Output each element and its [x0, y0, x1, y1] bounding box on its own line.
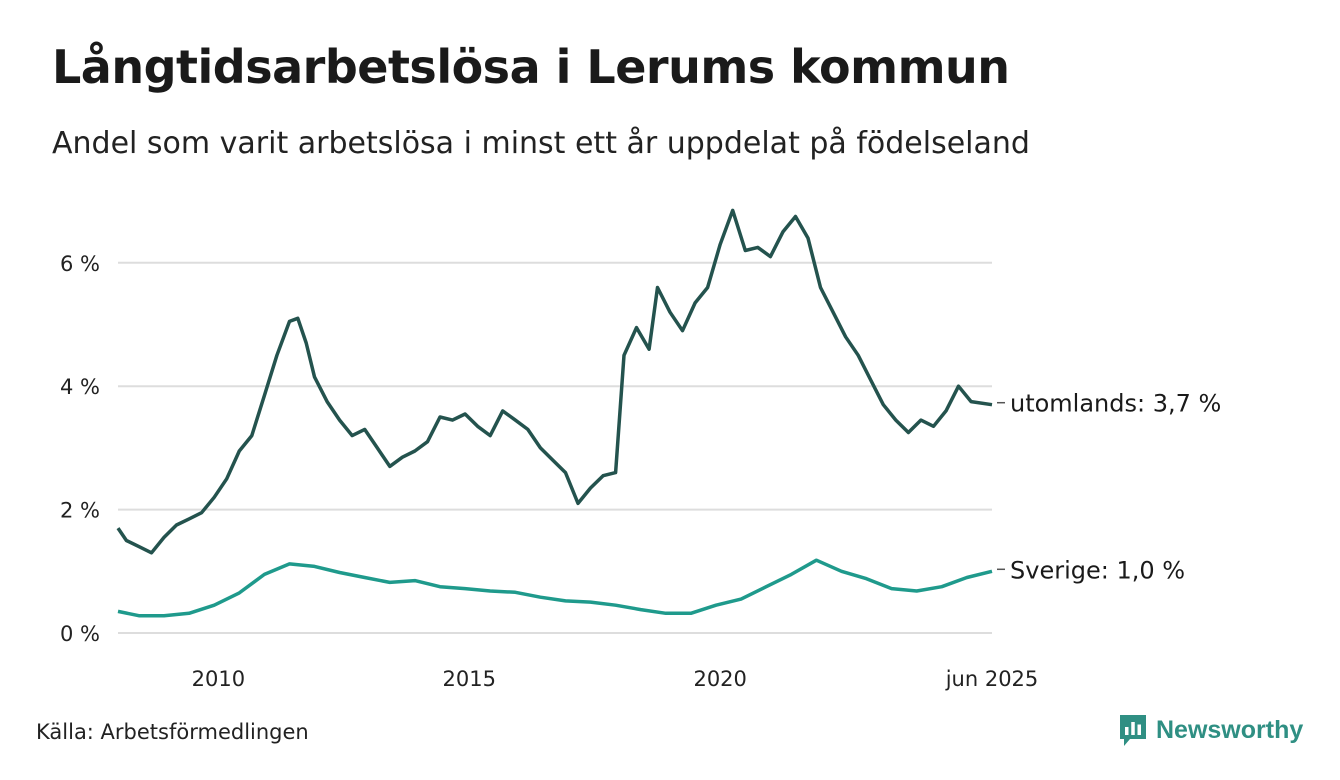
series-end-labels: utomlands: 3,7 % Sverige: 1,0 %: [997, 390, 1221, 584]
x-tick-label: 2015: [443, 667, 496, 691]
y-tick-label: 2 %: [60, 499, 100, 523]
chart-title: Långtidsarbetslösa i Lerums kommun: [52, 40, 1010, 94]
x-axis-ticks: 2010 2015 2020 jun 2025: [192, 667, 1039, 691]
y-tick-label: 6 %: [60, 252, 100, 276]
series-lines: [116, 208, 993, 618]
x-tick-label: 2010: [192, 667, 245, 691]
y-tick-label: 4 %: [60, 375, 100, 399]
chart-subtitle: Andel som varit arbetslösa i minst ett å…: [52, 126, 1030, 161]
y-tick-label: 0 %: [60, 622, 100, 646]
source-note: Källa: Arbetsförmedlingen: [36, 720, 309, 744]
brand-name: Newsworthy: [1156, 715, 1304, 744]
y-axis-ticks: 0 % 2 % 4 % 6 %: [60, 252, 100, 646]
end-label-sverige: Sverige: 1,0 %: [1010, 556, 1185, 584]
series-line-sverige: [117, 558, 993, 618]
brand-logo: Newsworthy: [1118, 713, 1303, 747]
newsworthy-logo-icon: [1120, 715, 1146, 746]
x-tick-label: jun 2025: [945, 667, 1039, 691]
x-tick-label: 2020: [693, 667, 746, 691]
end-label-utomlands: utomlands: 3,7 %: [1010, 390, 1221, 418]
gridlines: [118, 261, 992, 634]
series-line-utomlands: [116, 208, 993, 555]
